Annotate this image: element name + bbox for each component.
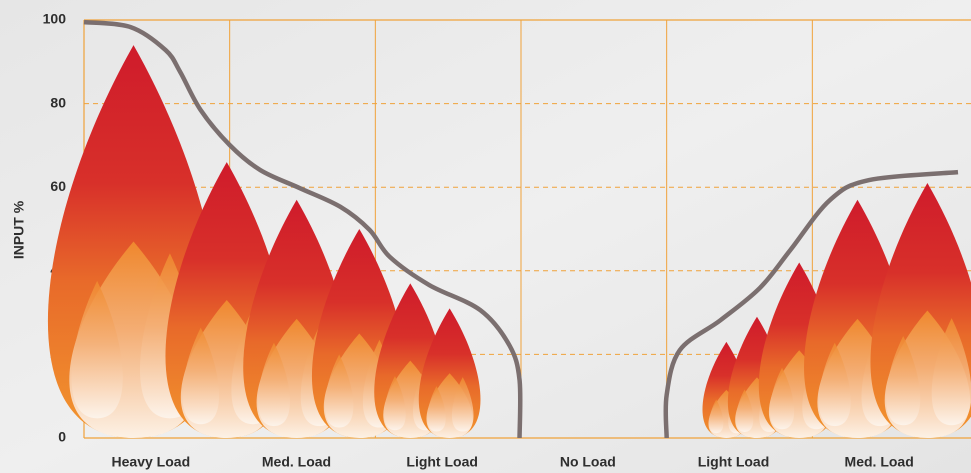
x-tick-label: Med. Load [262, 454, 331, 470]
y-tick-label: 60 [50, 178, 66, 194]
x-tick-label: No Load [560, 454, 616, 470]
x-tick-label: Light Load [406, 454, 478, 470]
y-tick-label: 100 [43, 11, 67, 27]
chart: INPUT % 020406080100Heavy LoadMed. LoadL… [0, 0, 971, 473]
y-axis-label: INPUT % [11, 200, 27, 259]
page: INPUT % 020406080100Heavy LoadMed. LoadL… [0, 0, 971, 473]
x-tick-label: Med. Load [845, 454, 914, 470]
x-tick-label: Heavy Load [112, 454, 191, 470]
y-tick-label: 0 [58, 429, 66, 445]
y-tick-label: 80 [50, 94, 66, 110]
x-tick-label: Light Load [698, 454, 770, 470]
